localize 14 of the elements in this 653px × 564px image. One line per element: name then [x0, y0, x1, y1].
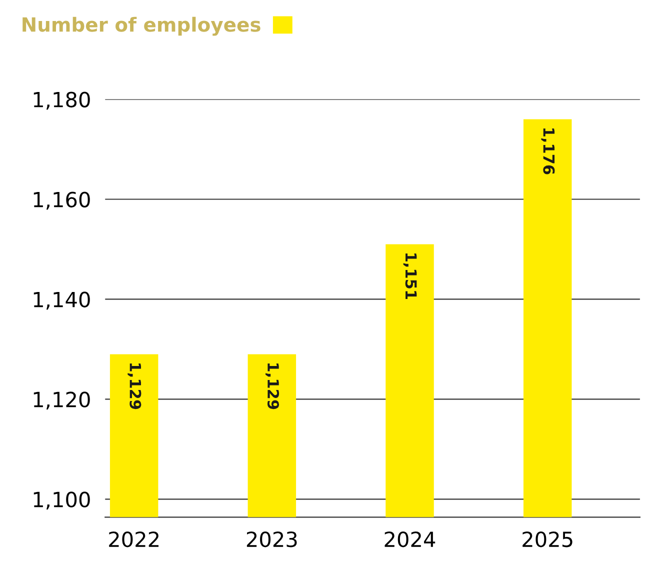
legend-label: Number of employees [22, 16, 260, 36]
x-tick-label: 2024 [384, 531, 436, 548]
y-tick-label: 1,140 [34, 292, 90, 310]
x-tick-label: 2022 [109, 531, 158, 548]
x-tick-label: 2025 [522, 531, 572, 548]
data-label: 1,129 [266, 363, 280, 410]
y-tick-label: 1,180 [34, 92, 90, 110]
data-label: 1,129 [128, 363, 142, 410]
y-tick-label: 1,120 [34, 392, 90, 410]
x-tick-label: 2023 [246, 531, 297, 548]
data-label: 1,176 [541, 128, 555, 174]
data-label: 1,151 [403, 253, 417, 300]
y-tick-label: 1,100 [34, 492, 90, 510]
y-tick-label: 1,160 [34, 192, 90, 210]
